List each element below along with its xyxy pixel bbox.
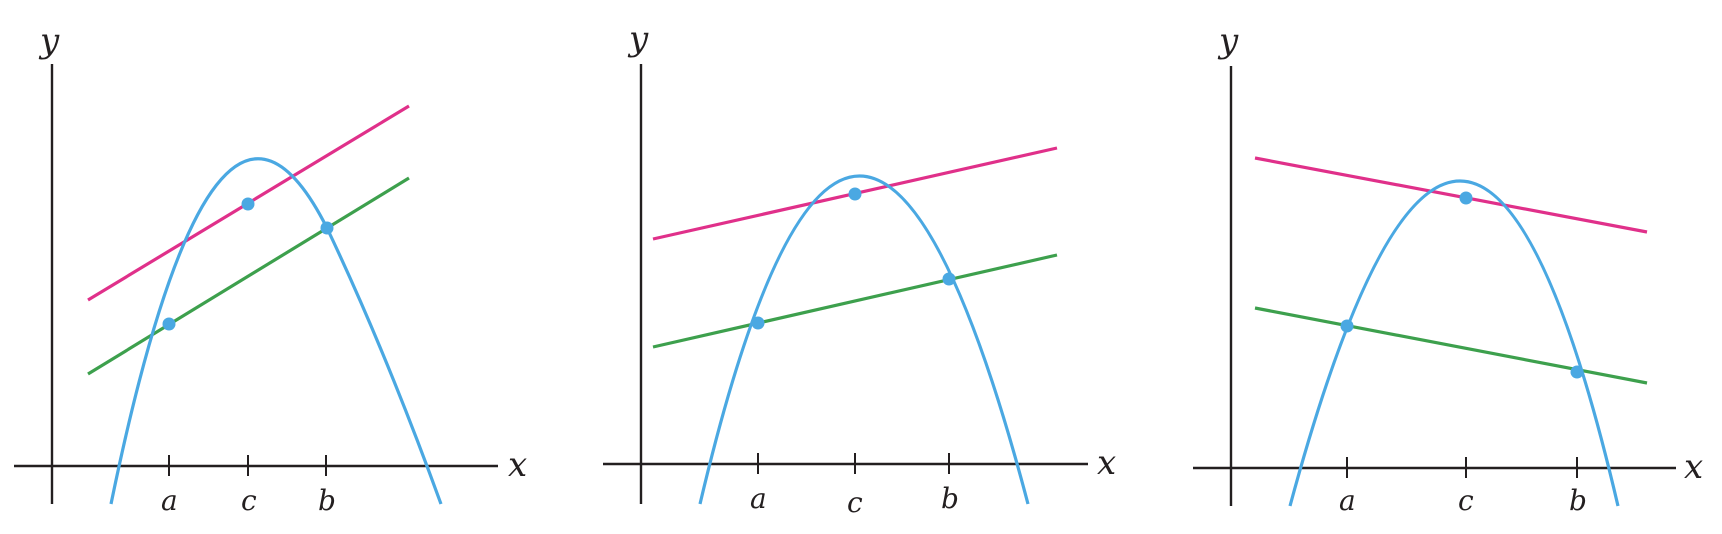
secant-line xyxy=(87,176,410,376)
point-c xyxy=(241,197,255,211)
point-b xyxy=(942,272,956,286)
tick-label-a: a xyxy=(750,482,767,515)
y-axis-label: y xyxy=(1217,21,1239,61)
secant-line xyxy=(1254,306,1648,385)
panel-middle: y x a c b xyxy=(603,19,1116,519)
point-a xyxy=(751,316,765,330)
panel-right: y x a c b xyxy=(1193,21,1703,517)
panel-left: y x a c b xyxy=(14,21,527,517)
tick-label-b: b xyxy=(941,482,959,515)
point-c xyxy=(1459,191,1473,205)
function-curve xyxy=(698,174,1030,505)
point-b xyxy=(1570,365,1584,379)
tick-label-b: b xyxy=(318,484,336,517)
tick-label-b: b xyxy=(1569,484,1587,517)
point-a xyxy=(162,317,176,331)
tick-label-c: c xyxy=(1458,484,1474,517)
function-curve xyxy=(1288,179,1620,507)
x-axis-label: x xyxy=(1684,447,1703,487)
x-axis-label: x xyxy=(508,445,527,485)
point-a xyxy=(1340,319,1354,333)
tick-label-c: c xyxy=(241,484,257,517)
point-c xyxy=(848,187,862,201)
secant-line xyxy=(652,253,1058,349)
y-axis-label: y xyxy=(38,21,60,61)
function-curve xyxy=(109,157,443,505)
point-b xyxy=(320,221,334,235)
x-axis-label: x xyxy=(1097,443,1116,483)
tick-label-a: a xyxy=(1339,484,1356,517)
tangent-line xyxy=(1254,156,1648,234)
y-axis-label: y xyxy=(627,19,649,59)
tick-label-c: c xyxy=(847,486,863,519)
tick-label-a: a xyxy=(161,484,178,517)
